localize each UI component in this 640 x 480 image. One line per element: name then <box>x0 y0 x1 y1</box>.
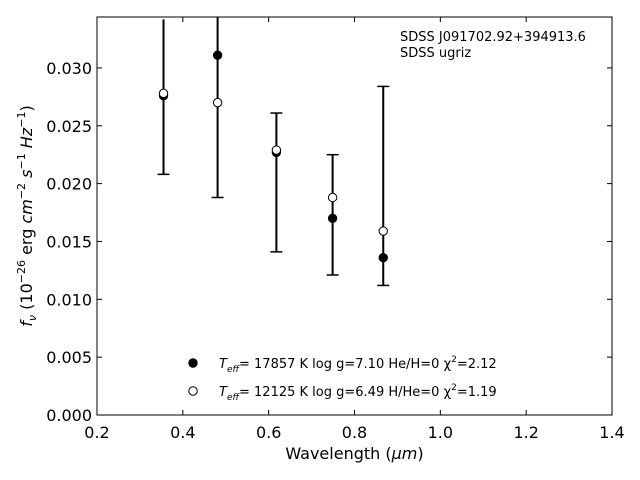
object-name-annotation: SDSS J091702.92+394913.6 <box>400 30 586 45</box>
x-axis-label: Wavelength (μm) <box>285 444 423 463</box>
y-tick-label: 0.005 <box>46 348 92 367</box>
open-model-point <box>158 88 169 99</box>
legend-filled-label: Teff= 17857 K log g=7.10 He/H=0 χ2=2.12 <box>219 355 497 375</box>
filter-set-annotation: SDSS ugriz <box>400 46 471 61</box>
open-model-point <box>271 145 282 155</box>
y-tick-label: 0.015 <box>46 232 92 251</box>
y-tick-label: 0.025 <box>46 117 92 136</box>
filled-model-point <box>212 50 223 60</box>
x-tick-label: 0.4 <box>170 423 195 442</box>
open-model-point <box>212 97 223 108</box>
plot-area <box>157 17 390 287</box>
x-tick-label: 0.2 <box>84 423 109 442</box>
y-tick-label: 0.030 <box>46 59 92 78</box>
x-tick-label: 0.8 <box>342 423 367 442</box>
x-tick-label: 1.0 <box>428 423 453 442</box>
y-tick-label: 0.000 <box>46 406 92 425</box>
filled-model-point <box>378 252 388 263</box>
axis-ticks: 0.2 0.4 0.6 0.8 1.0 1.2 1.4 0.000 0.005 0.010 0.01… <box>46 17 625 442</box>
legend-open-marker <box>188 386 198 396</box>
x-tick-label: 1.2 <box>513 423 538 442</box>
plot-frame <box>96 16 613 416</box>
open-model-point <box>327 192 338 203</box>
open-model-point <box>378 226 388 236</box>
x-tick-label: 0.6 <box>256 423 281 442</box>
y-tick-label: 0.010 <box>46 290 92 309</box>
y-tick-label: 0.020 <box>46 175 92 194</box>
y-axis-label: fν (10−26 erg cm−2 s−1 Hz−1) <box>15 105 39 326</box>
x-tick-label: 1.4 <box>599 423 624 442</box>
legend: Teff= 17857 K log g=7.10 He/H=0 χ2=2.12 … <box>188 355 497 403</box>
filled-model-point <box>327 213 338 224</box>
legend-open-label: Teff= 12125 K log g=6.49 H/He=0 χ2=1.19 <box>219 383 497 403</box>
legend-filled-marker <box>188 358 198 368</box>
